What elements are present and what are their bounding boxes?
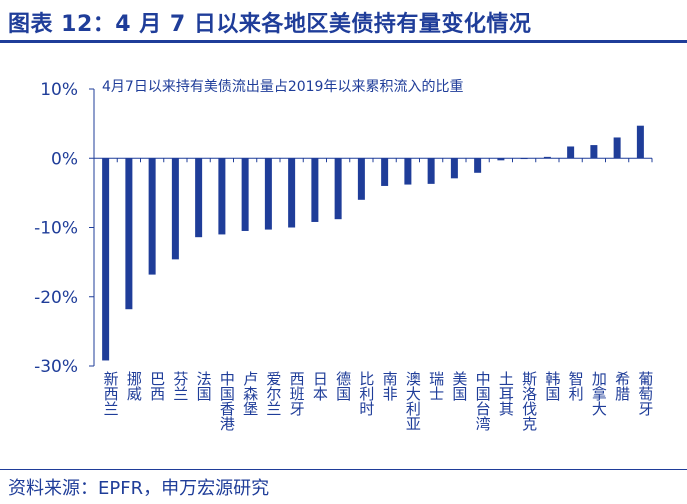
- x-tick-label: 卢森堡: [241, 371, 259, 416]
- x-tick-label: 新西兰: [102, 371, 120, 416]
- bar: [241, 158, 249, 231]
- source-note: 资料来源：EPFR，申万宏源研究: [8, 478, 270, 499]
- x-tick-label: 爱尔兰: [264, 371, 282, 416]
- footer-divider: [0, 469, 687, 470]
- x-tick-label: 比利时: [357, 371, 375, 416]
- bar: [520, 158, 528, 160]
- chart-title: 图表 12：4 月 7 日以来各地区美债持有量变化情况: [8, 12, 532, 37]
- bar: [195, 158, 203, 238]
- y-tick-label: -30%: [34, 357, 78, 377]
- bar-chart: 10% 0% -10% -20% -30% 新西兰 挪威 巴西 芬兰 法国 中国香港 卢森堡 爱尔兰西…: [34, 79, 654, 432]
- x-tick-label: 澳大利亚: [404, 371, 422, 431]
- bar: [148, 158, 156, 275]
- x-tick-label: 南非: [381, 371, 399, 401]
- x-tick-label: 法国: [195, 371, 213, 401]
- x-tick-label: 西班牙: [288, 371, 306, 417]
- bar: [311, 158, 319, 222]
- x-tick-label: 加拿大: [590, 371, 608, 416]
- y-tick-label: 0%: [51, 149, 78, 169]
- bar: [334, 158, 342, 220]
- chart-annotation: 4月7日以来持有美债流出量占2019年以来累积流入的比重: [102, 79, 463, 95]
- bar: [613, 137, 621, 159]
- bar: [171, 158, 179, 260]
- x-tick-label: 土耳其: [497, 371, 515, 416]
- bar: [636, 125, 644, 159]
- x-tick-label: 挪威: [125, 371, 143, 402]
- x-tick-label: 日本: [311, 371, 329, 401]
- x-tick-label: 芬兰: [171, 371, 189, 401]
- x-tick-label: 中国台湾: [474, 371, 492, 431]
- bar: [404, 158, 412, 185]
- bar: [567, 146, 575, 159]
- x-tick-label: 智利: [567, 370, 585, 401]
- x-tick-label: 斯洛伐克: [520, 371, 538, 432]
- x-tick-label: 巴西: [148, 371, 166, 401]
- bar: [381, 158, 389, 186]
- x-tick-label: 中国香港: [218, 371, 236, 431]
- x-tick-label: 德国: [334, 370, 352, 401]
- bar: [497, 158, 505, 161]
- bar: [590, 145, 598, 159]
- y-tick-label: -10%: [34, 219, 78, 239]
- y-tick-label: -20%: [34, 288, 78, 308]
- bar: [125, 158, 133, 310]
- x-tick-label: 希腊: [613, 371, 631, 402]
- bar: [218, 158, 226, 235]
- x-tick-label: 美国: [450, 371, 468, 401]
- bar: [288, 158, 296, 228]
- y-tick-label: 10%: [40, 80, 78, 100]
- bar: [357, 158, 365, 200]
- bar: [427, 158, 435, 184]
- x-tick-label: 葡萄牙: [636, 371, 654, 417]
- x-tick-label: 瑞士: [427, 371, 445, 401]
- x-tick-label: 韩国: [543, 371, 561, 401]
- bar: [102, 158, 110, 361]
- bar: [543, 156, 551, 159]
- title-divider: [0, 40, 687, 43]
- bar: [264, 158, 272, 230]
- bar: [450, 158, 458, 179]
- bar: [474, 158, 482, 173]
